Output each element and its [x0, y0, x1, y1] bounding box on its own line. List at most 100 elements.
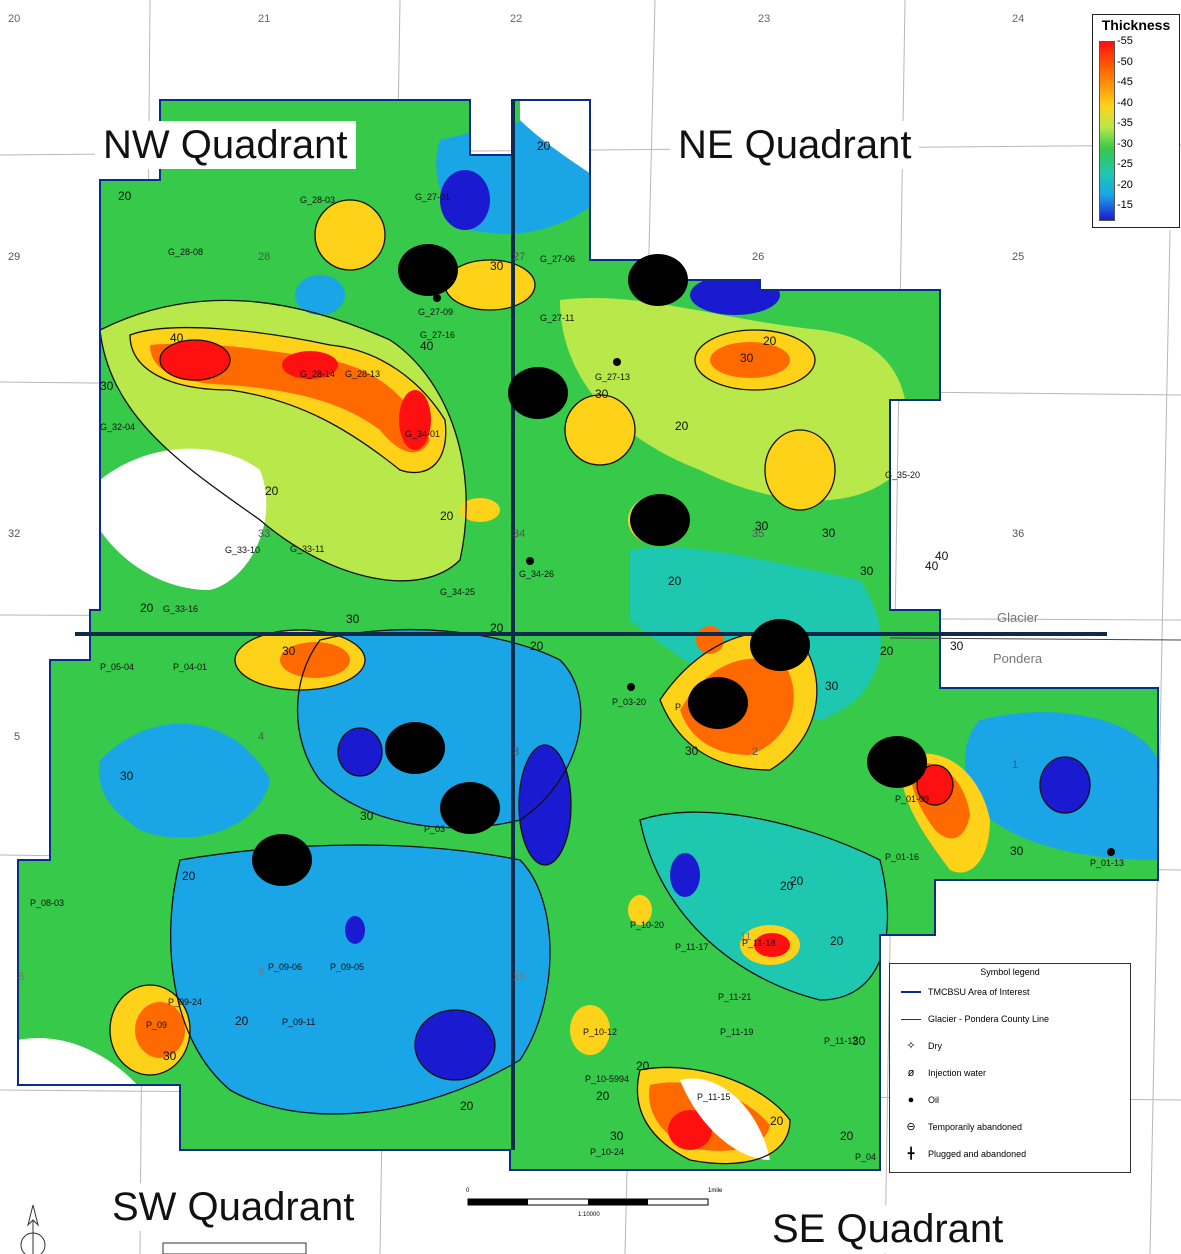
contour-value-label: 20: [880, 644, 894, 658]
grid-label: 20: [8, 13, 20, 25]
county-line: [889, 637, 1181, 641]
scale-bar-label: 1:10000: [578, 1212, 600, 1218]
well-label: P_09-06: [268, 962, 302, 972]
line-black-icon: [900, 1013, 922, 1025]
section-number: 4: [258, 731, 264, 743]
contour-value-label: 30: [100, 379, 114, 393]
contour-value-label: 20: [780, 879, 794, 893]
scale-bar-label: 1mile: [708, 1188, 723, 1194]
contour-value-label: 20: [265, 484, 279, 498]
well-label: G_28-14: [300, 369, 335, 379]
contour-value-label: 40: [170, 331, 184, 345]
contour-value-label: 20: [675, 419, 689, 433]
contour-value-label: 20: [182, 869, 196, 883]
well-label: P_11-17: [675, 942, 708, 952]
aoi-outline: [17, 99, 1159, 1171]
contour-value-label: 30: [490, 259, 504, 273]
contour-value-label: 20: [636, 1059, 650, 1073]
well-label: P_11-18: [742, 938, 775, 948]
well-label: P: [675, 702, 681, 712]
well-label: P_03-20: [612, 697, 646, 707]
well-label: G_35-20: [885, 470, 920, 480]
well-label: P_09-11: [282, 1017, 315, 1027]
scale-bar-label: 0: [466, 1188, 470, 1194]
thickness-tick: -45: [1117, 76, 1133, 88]
well-label: P_08-03: [30, 898, 64, 908]
contour-value-label: 20: [830, 934, 844, 948]
sample-marker: [508, 367, 568, 419]
well-label: P_04: [855, 1152, 876, 1162]
well-label: G_34-01: [405, 429, 440, 439]
well-label: P_09-24: [168, 997, 202, 1007]
well-label: G_27-13: [595, 372, 630, 382]
contour-value-label: 20: [460, 1099, 474, 1113]
grid-label: 22: [510, 13, 522, 25]
well-label: G_32-04: [100, 422, 135, 432]
contour-value-labels: 2020304030302040302030304030203030202040…: [100, 139, 1024, 1143]
contour-value-label: 20: [440, 509, 454, 523]
sample-marker: [385, 722, 445, 774]
scale-bar: 0 1mile 1:10000: [466, 1188, 723, 1218]
symbol-legend-label: Injection water: [928, 1068, 987, 1078]
contour-value-label: 20: [490, 621, 504, 635]
section-number: 11: [740, 931, 751, 943]
contour-value-label: 40: [935, 549, 949, 563]
symbol-legend-title: Symbol legend: [980, 967, 1040, 977]
symbol-legend-label: Dry: [928, 1041, 942, 1051]
well-label: P_11-21: [718, 992, 751, 1002]
well-label: P_10-5994: [585, 1074, 629, 1084]
well-label: P_10-24: [590, 1147, 624, 1157]
section-number: 25: [1012, 251, 1024, 263]
section-number: 8: [18, 971, 24, 983]
quadrant-label-se: SE Quadrant: [764, 1205, 1012, 1253]
contour-value-label: 30: [346, 612, 360, 626]
section-number: 32: [8, 528, 20, 540]
county-label-glacier: Glacier: [997, 610, 1039, 625]
sample-marker: [750, 619, 810, 671]
symbol-legend-label: Glacier - Pondera County Line: [928, 1014, 1050, 1024]
contour-value-label: 30: [610, 1129, 624, 1143]
dry-icon: ✧: [906, 1040, 916, 1052]
well-label: G_34-26: [519, 569, 554, 579]
well-label: P_10-20: [630, 920, 664, 930]
oil-icon: ●: [907, 1094, 915, 1106]
injection-icon: ø: [907, 1067, 915, 1079]
thickness-tick: -15: [1117, 199, 1133, 211]
well-label: P_11-19: [720, 1027, 753, 1037]
well-label: P_11-15: [697, 1092, 730, 1102]
contour-value-label: 30: [685, 744, 699, 758]
contour-value-label: 20: [235, 1014, 249, 1028]
sample-marker: [688, 677, 748, 729]
section-number: 3: [513, 746, 519, 758]
well-label: P_10-12: [583, 1027, 617, 1037]
contour-value-label: 20: [118, 189, 132, 203]
sample-markers: [252, 244, 927, 886]
county-label-pondera: Pondera: [993, 651, 1043, 666]
section-number: 33: [258, 528, 270, 540]
section-numbers: 292827262532333435365432189101112: [8, 251, 1024, 988]
section-number: 26: [752, 251, 764, 263]
contour-value-label: 30: [950, 639, 964, 653]
thickness-tick: -20: [1117, 178, 1133, 191]
grid-label: 21: [258, 13, 270, 25]
thickness-color-ramp: [1099, 41, 1115, 221]
grid-label: 23: [758, 13, 770, 25]
well-label: G_33-10: [225, 545, 260, 555]
well-label: G_33-16: [163, 604, 198, 614]
well-label: G_27-06: [540, 254, 575, 264]
well-label: P_03: [424, 824, 445, 834]
sample-marker: [440, 782, 500, 834]
well-label: G_27-11: [540, 313, 574, 323]
thickness-tick: -50: [1117, 55, 1133, 68]
contour-value-label: 30: [825, 679, 839, 693]
contour-value-label: 30: [755, 519, 769, 533]
grid-label: 24: [1012, 13, 1024, 25]
symbol-legend: Symbol legend TMCBSU Area of Interest Gla…: [889, 963, 1131, 1173]
section-number: 34: [513, 528, 525, 540]
well-label: P_11-12: [824, 1036, 857, 1046]
section-number: 1: [1012, 759, 1018, 771]
contour-value-label: 20: [763, 334, 777, 348]
symbol-legend-label: Temporarily abandoned: [928, 1122, 1023, 1132]
well-label: P_01-09: [895, 794, 929, 804]
contour-value-label: 30: [740, 351, 754, 365]
